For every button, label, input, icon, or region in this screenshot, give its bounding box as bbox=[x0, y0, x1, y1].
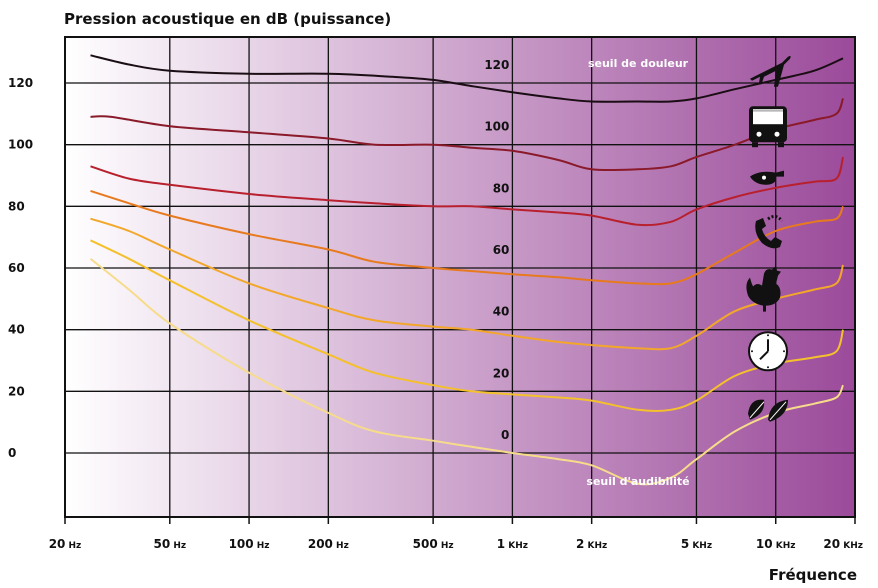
icons bbox=[746, 56, 791, 422]
y-tick-label: 20 bbox=[8, 384, 25, 398]
whistle-icon bbox=[750, 170, 784, 185]
plot-frame bbox=[64, 36, 856, 518]
curve-label-0: 0 bbox=[501, 428, 509, 442]
x-axis-label: Fréquence bbox=[769, 566, 857, 584]
leaves-icon bbox=[748, 399, 788, 422]
x-tick-label: 200 Hz bbox=[308, 537, 349, 551]
curve-label-100: 100 bbox=[484, 120, 509, 134]
x-tick-label: 2 KHz bbox=[576, 537, 607, 551]
clock-icon bbox=[748, 331, 788, 372]
ticks: 120 100 80 60 40 20 0 20 Hz 50 Hz 100 Hz 200 Hz 500… bbox=[8, 76, 863, 551]
y-tick-label: 60 bbox=[8, 261, 25, 275]
curve-annotation: seuil de douleur bbox=[588, 57, 689, 70]
y-tick-label: 40 bbox=[8, 323, 25, 337]
x-tick-label: 20 KHz bbox=[823, 537, 863, 551]
x-tick-label: 20 Hz bbox=[49, 537, 82, 551]
y-tick-label: 0 bbox=[8, 446, 16, 460]
x-tick-label: 10 KHz bbox=[756, 537, 796, 551]
bus-icon bbox=[749, 106, 787, 148]
curve-label-40: 40 bbox=[493, 305, 510, 319]
x-tick-label: 5 KHz bbox=[681, 537, 712, 551]
y-tick-label: 100 bbox=[8, 138, 33, 152]
curve-label-20: 20 bbox=[493, 366, 510, 380]
x-tick-label: 1 KHz bbox=[497, 537, 528, 551]
rooster-icon bbox=[746, 265, 781, 312]
x-tick-label: 500 Hz bbox=[413, 537, 454, 551]
curve-80 bbox=[90, 156, 844, 227]
y-tick-label: 80 bbox=[8, 199, 25, 213]
chart-title: Pression acoustique en dB (puissance) bbox=[64, 10, 391, 28]
plot-area bbox=[65, 37, 855, 517]
y-tick-label: 120 bbox=[8, 76, 33, 90]
x-tick-label: 50 Hz bbox=[153, 537, 186, 551]
curve-annotation: seuil d'audibilité bbox=[586, 475, 689, 488]
curve-60 bbox=[90, 189, 844, 286]
curve-label-60: 60 bbox=[493, 243, 510, 257]
curve-label-80: 80 bbox=[493, 181, 510, 195]
curve-120 bbox=[90, 54, 844, 103]
telephone-icon bbox=[755, 214, 784, 249]
airplane-icon bbox=[750, 56, 791, 87]
x-tick-label: 100 Hz bbox=[229, 537, 270, 551]
curve-label-120: 120 bbox=[484, 58, 509, 72]
